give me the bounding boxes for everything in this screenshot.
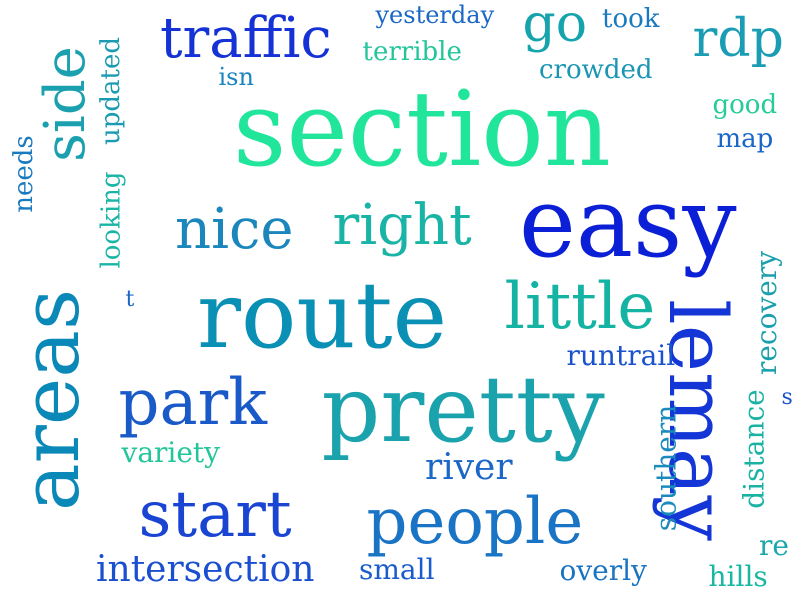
word-s: s — [781, 385, 793, 410]
word-variety: variety — [121, 436, 221, 469]
word-t: t — [125, 287, 135, 312]
word-re: re — [759, 529, 789, 562]
word-runtrail: runtrail — [566, 339, 676, 372]
word-small: small — [359, 553, 435, 586]
word-map: map — [716, 124, 774, 154]
word-nice: nice — [175, 197, 294, 262]
word-traffic: traffic — [160, 6, 332, 71]
word-yesterday: yesterday — [375, 1, 495, 29]
word-recovery: recovery — [750, 250, 784, 376]
word-distance: distance — [737, 389, 771, 509]
word-river: river — [425, 447, 513, 488]
word-crowded: crowded — [539, 55, 653, 85]
word-good: good — [712, 90, 778, 120]
word-start: start — [138, 478, 292, 552]
word-areas: areas — [4, 288, 98, 512]
word-intersection: intersection — [96, 549, 315, 590]
word-easy: easy — [519, 167, 737, 279]
word-needs: needs — [8, 135, 39, 213]
word-looking: looking — [96, 171, 127, 269]
word-side: side — [32, 46, 98, 162]
word-right: right — [332, 193, 472, 258]
word-updated: updated — [96, 36, 127, 146]
word-little: little — [504, 270, 656, 344]
word-pretty: pretty — [321, 356, 605, 463]
word-rdp: rdp — [692, 9, 784, 69]
word-overly: overly — [559, 554, 647, 587]
word-park: park — [118, 366, 268, 440]
word-route: route — [197, 262, 448, 369]
word-took: took — [602, 4, 660, 34]
word-isn: isn — [218, 63, 254, 91]
word-people: people — [366, 485, 584, 559]
word-go: go — [522, 0, 588, 54]
word-southern: southern — [648, 404, 682, 532]
word-hills: hills — [708, 560, 768, 593]
word-section: section — [233, 68, 611, 190]
word-terrible: terrible — [362, 37, 462, 67]
